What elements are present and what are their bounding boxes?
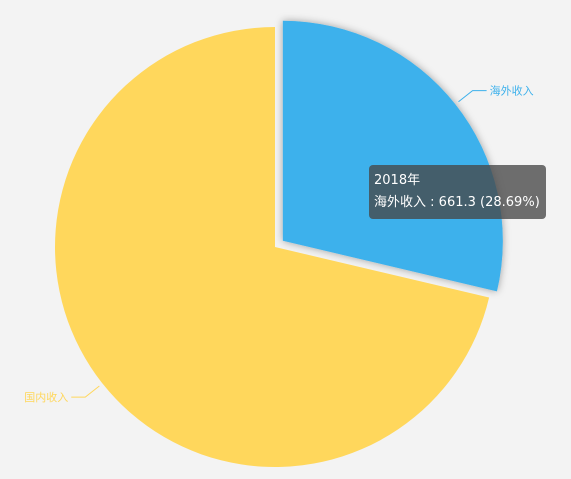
tooltip-value: 661.3 xyxy=(438,195,476,210)
label-line-2 xyxy=(71,385,100,398)
chart-tooltip: 2018年 海外收入 : 661.3 (28.69%) xyxy=(369,165,546,219)
tooltip-title: 2018年 xyxy=(374,173,421,188)
tooltip-percent: 28.69% xyxy=(485,195,535,210)
tooltip-series-name: 海外收入 xyxy=(374,195,427,210)
slice-label-1: 海外收入 xyxy=(490,84,534,98)
slices-layer xyxy=(54,20,503,467)
pie-slice-2[interactable] xyxy=(54,27,490,467)
label-line-1 xyxy=(458,90,487,103)
tooltip-body: 海外收入 : 661.3 (28.69%) xyxy=(374,195,540,210)
slice-label-2: 国内收入 xyxy=(24,390,68,404)
pie-slice-1[interactable] xyxy=(282,20,503,292)
